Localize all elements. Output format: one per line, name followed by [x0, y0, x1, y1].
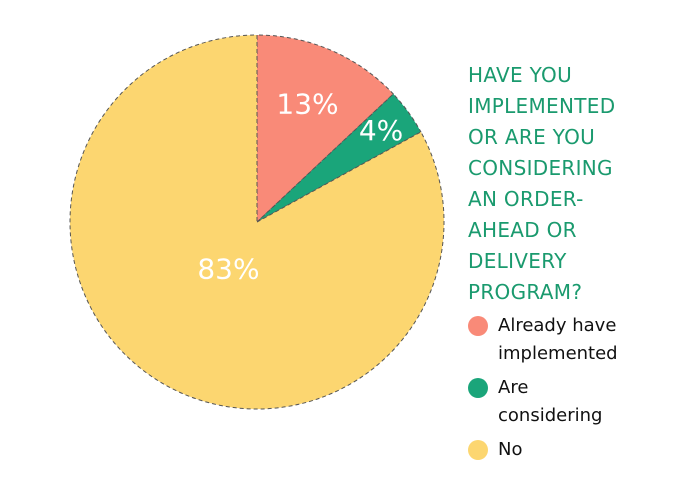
pie-slice: [256, 34, 395, 224]
slice-label: 4%: [359, 114, 403, 147]
pie-slice: [69, 34, 445, 410]
slice-label: 13%: [276, 87, 338, 120]
legend-swatch: [468, 316, 488, 336]
legend-label: No: [498, 439, 523, 460]
chart-title: HAVE YOU IMPLEMENTED OR ARE YOU CONSIDER…: [468, 63, 616, 304]
legend-item: No: [468, 436, 668, 464]
legend-label: Already have implemented: [498, 315, 618, 364]
legend-item: Are considering: [468, 374, 668, 430]
pie-slice: [256, 93, 422, 223]
slice-label: 83%: [197, 252, 259, 285]
legend-swatch: [468, 378, 488, 398]
legend-swatch: [468, 440, 488, 460]
legend: Already have implemented Are considering N…: [468, 312, 668, 470]
legend-label: Are considering: [498, 377, 603, 426]
pie-chart: 13% 4% 83%: [69, 34, 445, 410]
legend-item: Already have implemented: [468, 312, 668, 368]
